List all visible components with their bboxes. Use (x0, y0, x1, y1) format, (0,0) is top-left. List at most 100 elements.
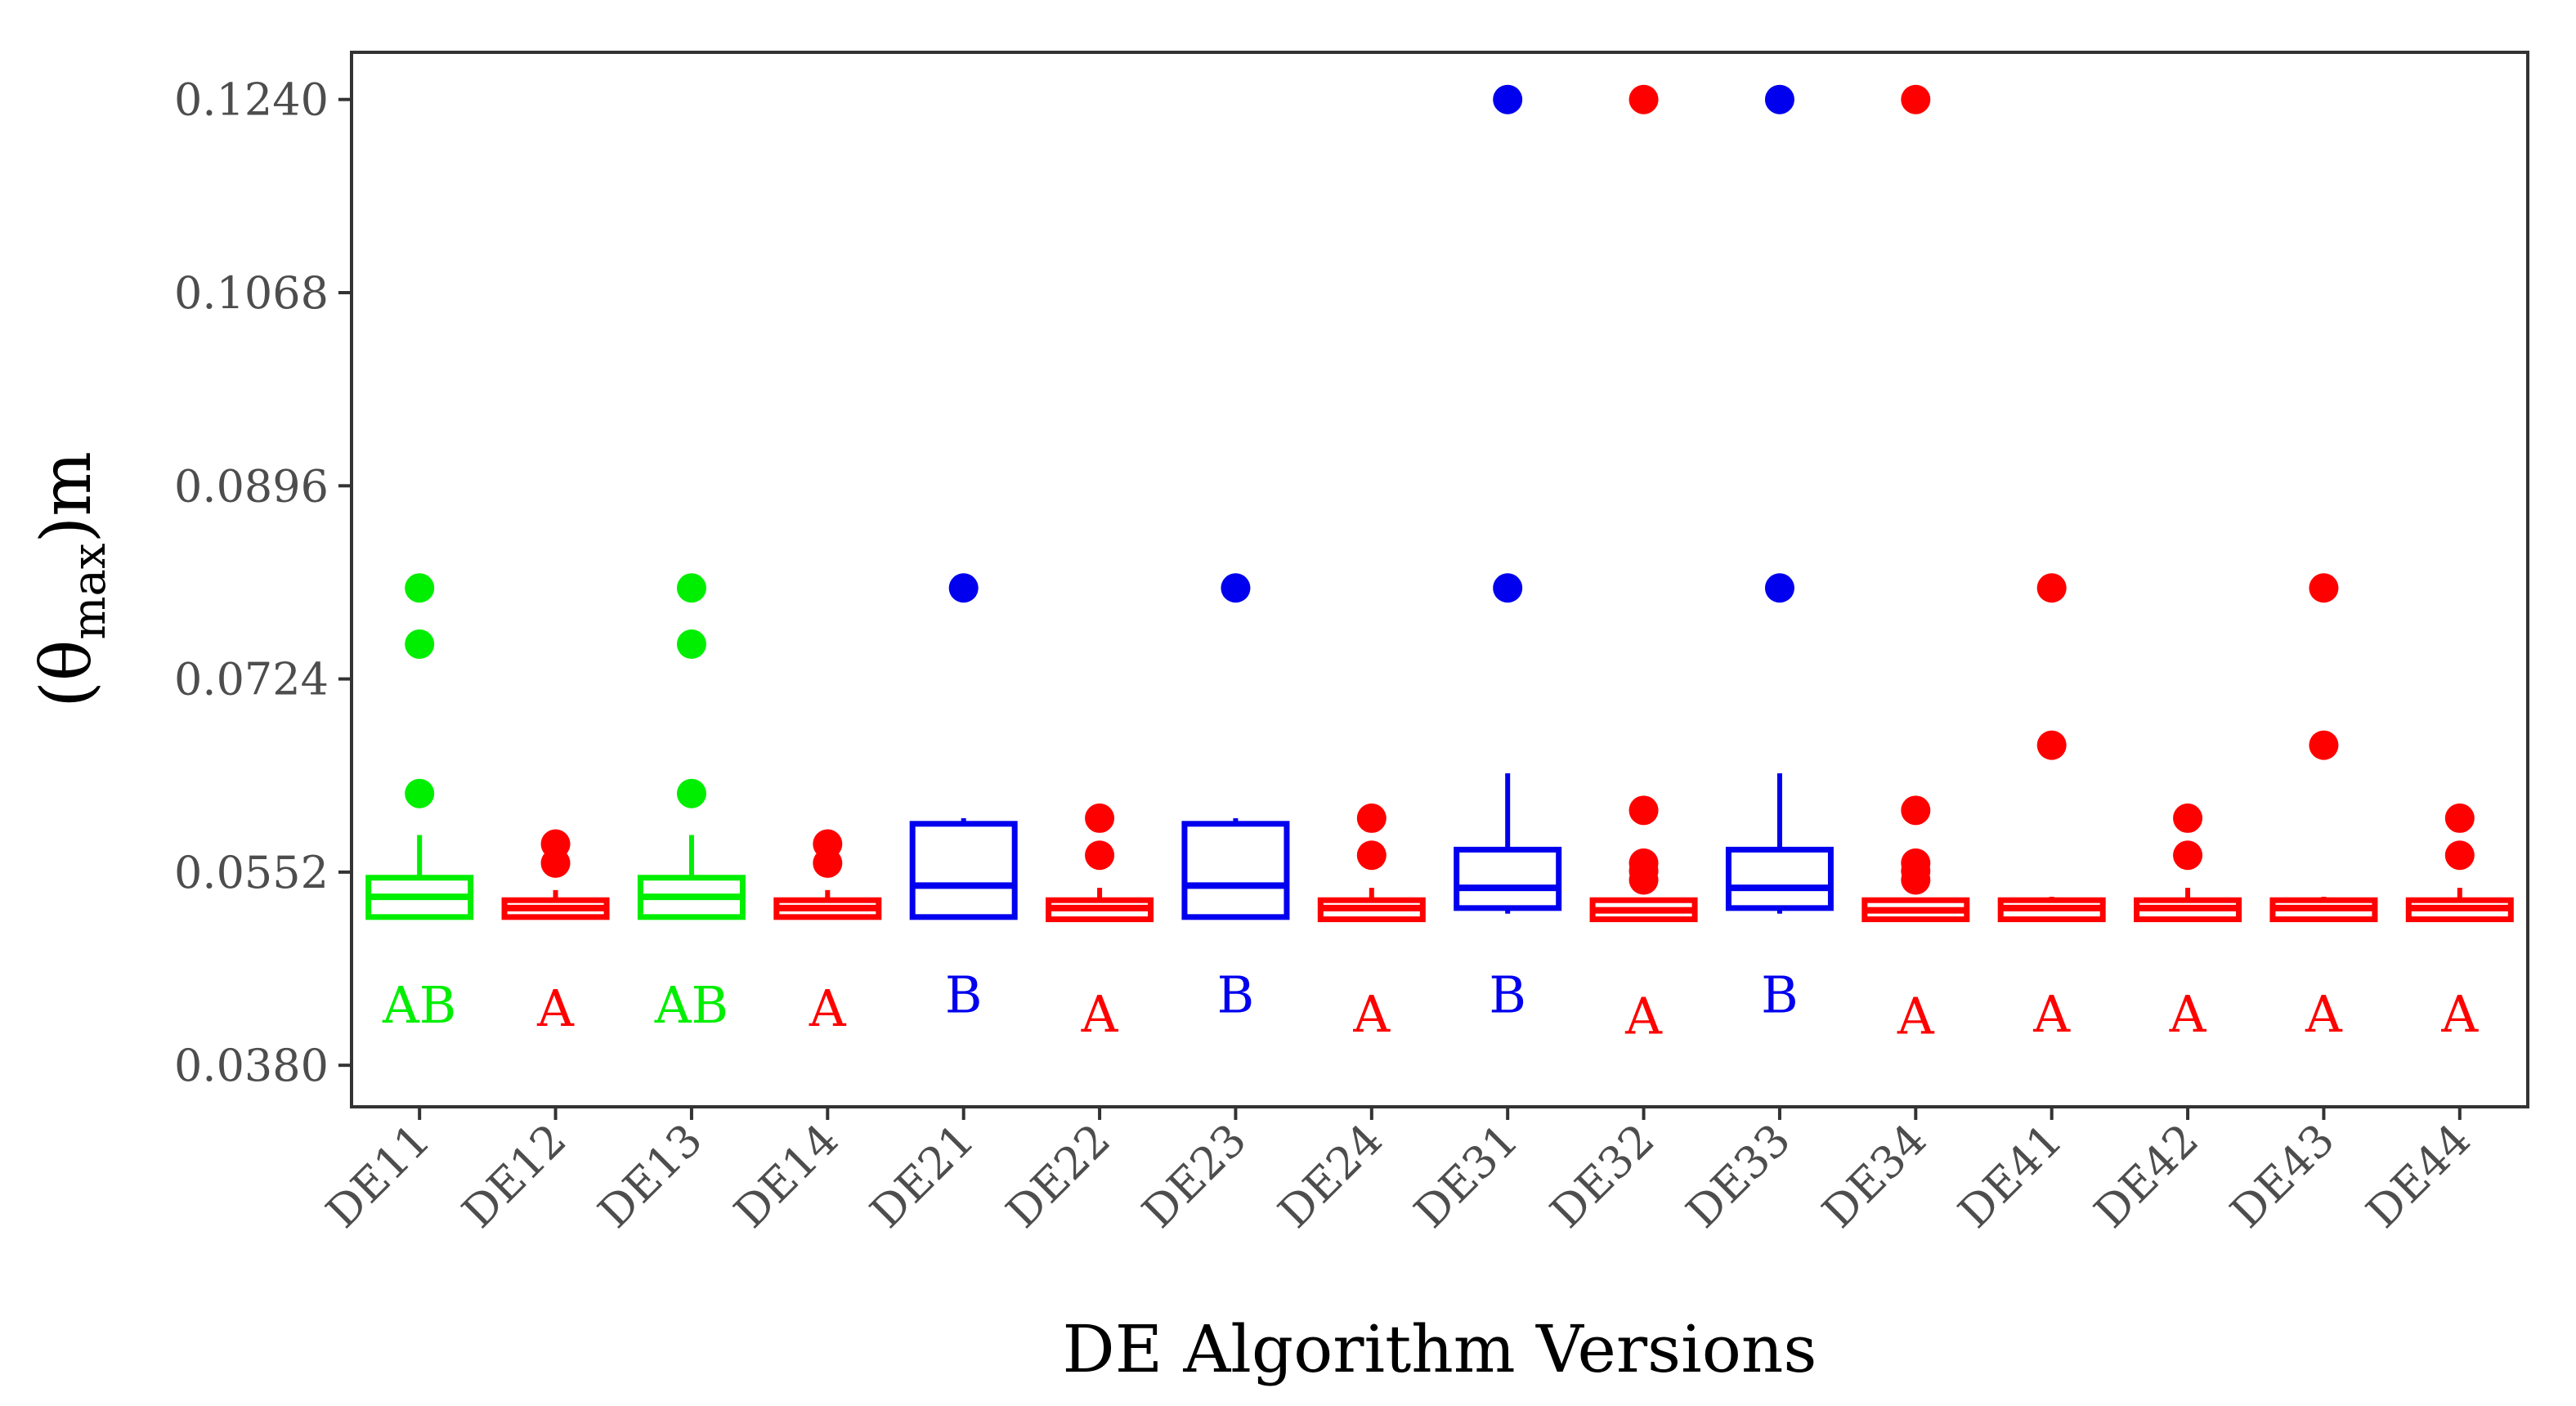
x-tick-label: DE31 (1404, 1114, 1529, 1238)
x-tick-label: DE41 (1948, 1114, 2072, 1238)
x-axis-title: DE Algorithm Versions (1063, 1311, 1817, 1387)
group-letter-label: A (536, 978, 575, 1038)
group-letter-label: A (2032, 984, 2071, 1044)
y-axis-title-base: (θ (26, 640, 106, 708)
group-letter-label: A (809, 978, 847, 1038)
box-de34 (1861, 84, 1970, 923)
x-tick-label: DE43 (2220, 1114, 2345, 1238)
outlier-point (1085, 840, 1115, 871)
x-tick-label: DE14 (724, 1114, 849, 1238)
outlier-point (1356, 840, 1387, 871)
y-axis: 0.0380 0.0552 0.0724 0.0896 0.1068 0.1240 (174, 74, 352, 1091)
y-axis-title-suffix: )m (26, 451, 106, 543)
outlier-point (405, 629, 435, 659)
box-de31 (1454, 84, 1562, 914)
x-tick-label: DE44 (2356, 1114, 2480, 1238)
group-letter-label: B (1489, 965, 1526, 1025)
box-iqr (1454, 846, 1562, 911)
outlier-point (813, 829, 843, 859)
box-de11 (365, 573, 474, 920)
outlier-point (2036, 730, 2067, 760)
x-tick-label: DE21 (860, 1114, 984, 1238)
box-de42 (2134, 803, 2242, 923)
box-iqr (1725, 846, 1834, 911)
outlier-point (2309, 730, 2339, 760)
group-letter-label: A (2440, 984, 2479, 1044)
x-tick-label: DE11 (316, 1114, 441, 1238)
x-tick-label: DE13 (588, 1114, 712, 1238)
group-letter-label: AB (654, 975, 728, 1035)
outlier-point (540, 829, 571, 859)
group-letter-label: A (2305, 984, 2343, 1044)
outlier-point (2173, 803, 2203, 833)
y-tick-label: 0.0552 (174, 847, 329, 898)
box-iqr (1181, 821, 1290, 920)
box-de23 (1181, 573, 1290, 920)
y-tick-label: 0.0380 (174, 1040, 329, 1091)
x-tick-label: DE42 (2085, 1114, 2209, 1238)
outlier-point (2173, 840, 2203, 871)
y-axis-title: (θmax)m (26, 451, 116, 708)
outlier-point (676, 778, 706, 808)
outlier-point (1628, 848, 1659, 878)
group-letter-label: A (1624, 987, 1663, 1046)
outlier-point (405, 778, 435, 808)
x-tick-label: DE23 (1132, 1114, 1257, 1238)
x-tick-label: DE34 (1812, 1114, 1937, 1238)
y-tick-label: 0.0896 (174, 460, 329, 512)
group-letter-label: A (1352, 984, 1391, 1044)
x-tick-label: DE24 (1268, 1114, 1392, 1238)
outlier-point (1493, 84, 1523, 114)
box-de44 (2405, 803, 2514, 923)
box-series (365, 84, 2514, 923)
box-iqr (909, 821, 1018, 920)
group-letter-label: A (2169, 984, 2207, 1044)
outlier-point (1764, 573, 1794, 603)
y-tick-label: 0.1240 (174, 74, 329, 126)
x-tick-label: DE33 (1676, 1114, 1800, 1238)
box-de43 (2269, 573, 2378, 923)
outlier-point (1901, 848, 1931, 878)
outlier-point (1628, 84, 1659, 114)
outlier-point (405, 573, 435, 603)
x-tick-label: DE22 (997, 1114, 1121, 1238)
outlier-point (1901, 795, 1931, 826)
outlier-point (1628, 795, 1659, 826)
box-de12 (501, 829, 610, 920)
box-de32 (1589, 84, 1698, 923)
plot-panel (350, 51, 2529, 1108)
x-axis: DE11 DE12 DE13 DE14 DE21 DE22 DE23 DE24 DE31 DE32… (316, 1107, 2480, 1238)
group-letter-label: A (1897, 987, 1935, 1046)
outlier-point (948, 573, 979, 603)
outlier-point (2309, 573, 2339, 603)
group-letter-label: B (1761, 965, 1799, 1025)
group-letter-label: B (945, 965, 983, 1025)
box-de13 (637, 573, 746, 920)
box-de14 (773, 829, 882, 920)
y-tick-label: 0.1068 (174, 267, 329, 319)
outlier-point (1493, 573, 1523, 603)
outlier-point (1901, 84, 1931, 114)
outlier-point (1085, 803, 1115, 833)
outlier-point (676, 573, 706, 603)
box-de21 (909, 573, 1018, 920)
outlier-point (2444, 840, 2475, 871)
group-letter-label: B (1217, 965, 1255, 1025)
y-tick-label: 0.0724 (174, 654, 329, 705)
x-tick-label: DE12 (452, 1114, 576, 1238)
outlier-point (2444, 803, 2475, 833)
group-letter-label: A (1081, 984, 1119, 1044)
x-tick-label: DE32 (1540, 1114, 1664, 1238)
box-de22 (1046, 803, 1154, 923)
group-letters: AB A AB A B A B A B A B A A A A A (382, 965, 2479, 1046)
outlier-point (2036, 573, 2067, 603)
box-de41 (1997, 573, 2106, 923)
group-letter-label: AB (382, 975, 456, 1035)
outlier-point (1356, 803, 1387, 833)
box-de33 (1725, 84, 1834, 914)
box-de24 (1317, 803, 1426, 923)
y-axis-title-subscript: max (63, 544, 116, 640)
outlier-point (676, 629, 706, 659)
outlier-point (1764, 84, 1794, 114)
